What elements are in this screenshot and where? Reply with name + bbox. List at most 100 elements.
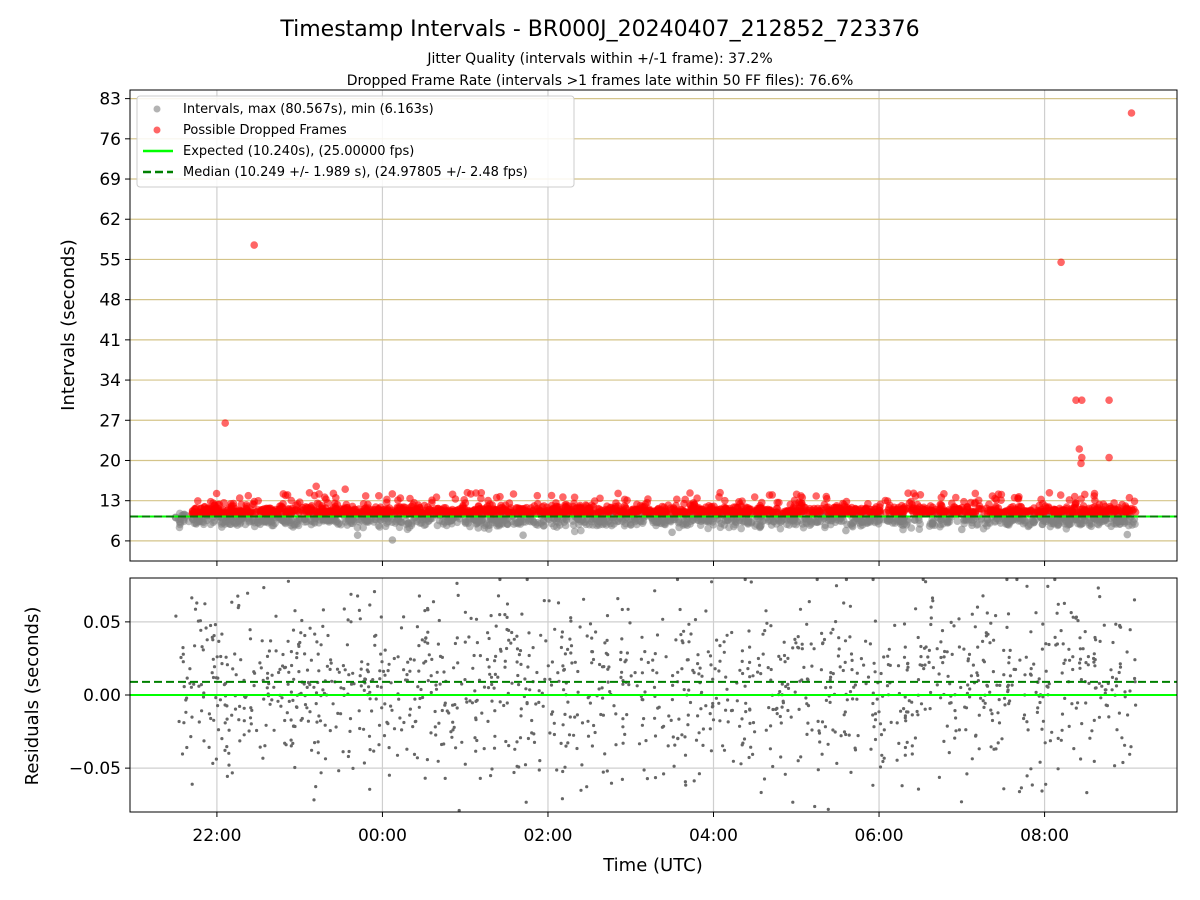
chart-subtitle-jitter: Jitter Quality (intervals within +/-1 fr… (426, 51, 772, 67)
residual-point (548, 731, 552, 735)
residual-point (843, 660, 847, 665)
residual-point (197, 720, 201, 724)
residual-point (563, 765, 567, 769)
residual-point (767, 706, 771, 710)
dropped-frame-point (729, 507, 737, 515)
residual-point (498, 577, 502, 582)
residual-point (942, 739, 946, 744)
intervals-y-tick-label: 41 (99, 331, 121, 351)
residual-point (505, 615, 509, 620)
residual-point (363, 677, 368, 682)
residual-point (853, 748, 858, 752)
residual-point (929, 690, 933, 695)
residual-point (871, 577, 875, 582)
residual-point (789, 715, 793, 719)
residual-point (352, 682, 356, 686)
residual-point (1120, 736, 1124, 740)
residual-point (357, 709, 361, 713)
residual-point (900, 784, 904, 788)
residual-point (904, 719, 908, 723)
residual-point (416, 685, 420, 689)
dropped-frame-point (424, 508, 432, 516)
interval-point (1021, 518, 1029, 527)
residual-point (629, 674, 633, 678)
residual-point (582, 597, 586, 601)
residual-point (402, 720, 406, 725)
residual-point (214, 696, 218, 700)
residual-point (1038, 760, 1042, 764)
residual-point (299, 631, 303, 635)
residual-point (473, 736, 477, 740)
residual-point (621, 725, 625, 729)
residual-point (824, 686, 828, 690)
interval-point (271, 519, 279, 528)
residual-point (261, 756, 265, 760)
residual-point (372, 749, 376, 753)
residual-point (939, 640, 943, 644)
residual-point (192, 682, 196, 686)
residual-point (281, 652, 285, 657)
residual-point (281, 664, 285, 668)
residual-point (928, 707, 932, 711)
residual-point (837, 636, 841, 640)
residual-point (411, 725, 415, 729)
dropped-frame-point (650, 507, 659, 515)
residual-point (185, 676, 189, 680)
residual-point (188, 667, 192, 671)
residual-point (979, 696, 983, 700)
residual-point (201, 695, 206, 699)
residual-point (542, 599, 546, 603)
residual-point (349, 682, 354, 686)
residual-point (748, 660, 752, 665)
residual-point (923, 707, 927, 711)
residual-point (834, 620, 838, 624)
residual-point (243, 695, 247, 700)
residual-point (433, 725, 437, 729)
dropped-frame-point (394, 496, 402, 505)
residual-point (450, 735, 454, 739)
residual-point (503, 613, 507, 617)
residual-point (671, 735, 675, 739)
dropped-frame-point (283, 491, 292, 499)
residual-point (182, 721, 186, 725)
residual-point (717, 701, 721, 705)
residual-point (1100, 684, 1104, 688)
residual-point (594, 630, 598, 634)
residual-point (749, 580, 753, 584)
residual-point (970, 757, 974, 761)
residual-point (669, 718, 673, 723)
residual-point (287, 699, 291, 704)
residual-point (569, 616, 573, 620)
residual-point (771, 764, 775, 769)
residual-point (326, 633, 330, 638)
residual-point (621, 717, 625, 721)
residual-point (765, 621, 769, 625)
residual-point (445, 709, 449, 713)
dropped-frame-point (484, 496, 492, 505)
residual-point (852, 685, 856, 689)
residual-point (211, 761, 215, 766)
residual-point (771, 707, 775, 712)
residual-point (412, 658, 416, 662)
residual-point (969, 674, 974, 678)
residual-point (780, 682, 784, 686)
residual-point (924, 580, 928, 584)
residual-point (329, 658, 333, 662)
residual-point (796, 645, 800, 649)
residual-point (826, 742, 830, 746)
residual-point (724, 708, 728, 712)
interval-point (453, 518, 462, 527)
residual-point (463, 640, 467, 644)
residual-point (848, 690, 853, 694)
residual-point (882, 756, 886, 760)
dropped-frame-point (570, 499, 578, 508)
residual-point (471, 666, 475, 670)
residual-point (916, 713, 920, 717)
residual-point (1083, 630, 1087, 634)
residual-point (223, 748, 227, 753)
residual-point (387, 773, 391, 777)
residual-point (680, 733, 684, 737)
residual-point (272, 728, 276, 732)
residual-point (903, 645, 907, 649)
residual-point (564, 744, 568, 748)
